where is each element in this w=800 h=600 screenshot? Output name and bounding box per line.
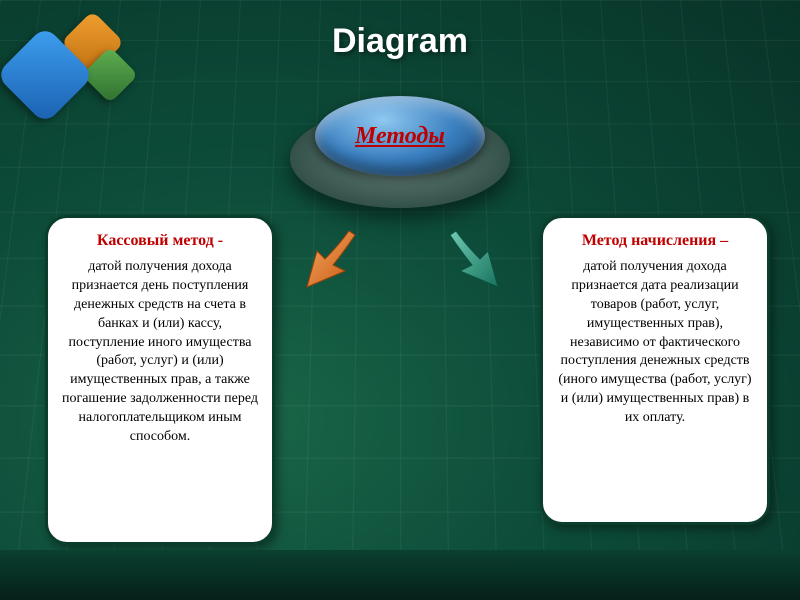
page-title: Diagram — [332, 22, 468, 61]
card-left: Кассовый метод - датой получения дохода … — [45, 215, 275, 545]
card-right: Метод начисления – датой получения доход… — [540, 215, 770, 525]
decorative-gears — [10, 10, 140, 120]
card-right-title: Метод начисления – — [555, 232, 755, 250]
arrow-right-icon — [430, 225, 510, 310]
bottom-bar — [0, 550, 800, 600]
card-left-title: Кассовый метод - — [60, 232, 260, 250]
card-right-body: датой получения дохода признается дата р… — [555, 258, 755, 428]
disc-top: Методы — [315, 96, 485, 176]
card-left-body: датой получения дохода признается день п… — [60, 258, 260, 447]
center-button: Методы — [290, 88, 510, 208]
arrow-left-icon — [295, 225, 375, 310]
center-button-label: Методы — [355, 123, 445, 150]
